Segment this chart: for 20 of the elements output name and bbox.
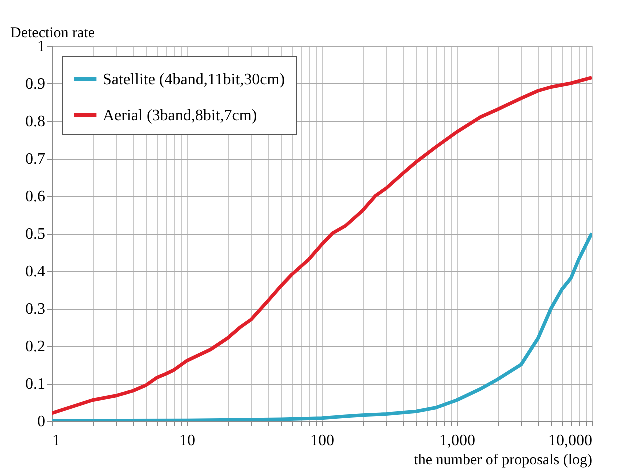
x-tick-label: 1,000	[440, 432, 476, 450]
y-axis-title: Detection rate	[10, 26, 96, 42]
y-tick-label: 0.5	[26, 226, 46, 243]
y-tick-label: 0.4	[26, 264, 46, 280]
y-tick-label: 0	[38, 414, 46, 430]
y-tick-label: 0.7	[26, 151, 46, 168]
y-tick-label: 0.3	[26, 301, 46, 318]
y-tick-label: 0.1	[26, 376, 46, 393]
x-axis-title: the number of proposals (log)	[414, 452, 592, 468]
y-tick-label: 0.6	[26, 188, 46, 206]
legend-label: Aerial (3band,8bit,7cm)	[103, 108, 258, 124]
x-tick-label: 100	[310, 432, 334, 450]
y-tick-label: 0.2	[26, 338, 46, 356]
y-tick-label: 0.8	[26, 114, 46, 130]
y-tick-label: 1	[38, 38, 46, 56]
x-tick-label: 10	[180, 432, 196, 450]
x-tick-label: 1	[52, 432, 60, 450]
y-tick-label: 0.9	[26, 76, 46, 93]
legend-label: Satellite (4band,11bit,30cm)	[103, 72, 286, 88]
x-tick-label: 10,000	[548, 432, 592, 450]
